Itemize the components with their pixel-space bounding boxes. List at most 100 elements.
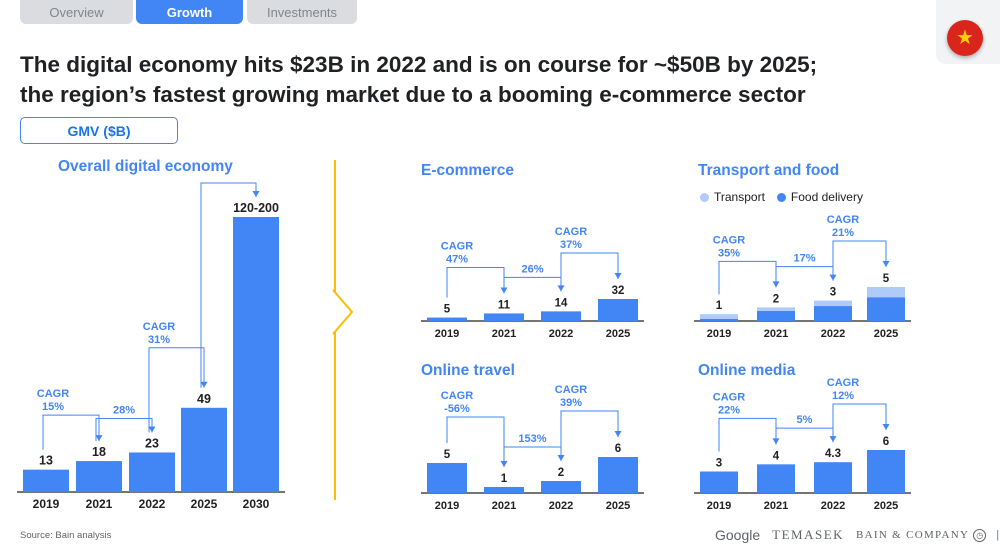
transport-tick-label: 2019 [707,328,731,340]
tab-overview[interactable]: Overview [20,0,133,24]
ecommerce-cagr-connector [560,252,619,292]
ecommerce-bar-2022 [541,311,581,321]
overall-cagr-arrow-icon [200,381,208,388]
overall-tick-label: 2021 [86,497,113,511]
flag-star: ★ [956,27,974,49]
travel-cagr-label: -56% [444,403,470,415]
overall-chart-title: Overall digital economy [58,158,233,175]
overall-cagr-connector [42,414,100,450]
transport-bar-food-2022 [814,306,852,321]
overall-cagr-connector [200,182,257,388]
media-cagr-label: CAGR [827,377,859,389]
page-title-line-1: The digital economy hits $23B in 2022 an… [20,52,818,77]
travel-value-label: 2 [558,467,564,479]
ecommerce-cagr-label: CAGR [441,240,473,252]
transport-cagr-label: 35% [718,247,740,259]
overall-cagr-label: CAGR [37,388,69,400]
media-bar-2021 [757,464,795,493]
travel-bar-2021 [484,487,524,493]
ecommerce-cagr-connector [446,266,505,298]
transport-cagr-connector [718,260,777,295]
ecommerce-tick-label: 2022 [549,328,573,340]
transport-bar-transport-2019 [700,314,738,319]
travel-cagr-label: CAGR [441,390,473,402]
transport-tick-label: 2022 [821,328,845,340]
footer-separator: | [996,529,1000,541]
transport-cagr-connector [832,240,887,281]
overall-tick-label: 2022 [139,497,166,511]
tab-investments[interactable]: Investments [247,0,357,24]
page-title-line-2: the region’s fastest growing market due … [20,82,806,107]
transport-cagr-label: 21% [832,227,854,239]
travel-cagr-arrow-icon [614,431,622,437]
overall-cagr-label: 28% [113,404,135,416]
media-value-label: 6 [883,436,889,448]
transport-value-label: 2 [773,293,779,305]
transport-food-chart-title: Transport and food [698,162,840,179]
media-value-label: 4 [773,450,780,462]
media-tick-label: 2021 [764,500,788,512]
legend-food-delivery: Food delivery [776,190,863,204]
legend-food-swatch [776,192,786,202]
travel-value-label: 5 [444,449,451,461]
media-bar-2025 [867,450,905,493]
travel-cagr-connector [560,410,619,461]
travel-cagr-connector [446,416,505,467]
travel-bar-2019 [427,463,467,493]
ecommerce-tick-label: 2025 [606,328,630,340]
bain-logo: BAIN & COMPANY [856,529,970,541]
media-tick-label: 2019 [707,500,731,512]
media-cagr-connector [775,427,834,445]
transport-bar-transport-2021 [757,307,795,311]
travel-cagr-label: 39% [560,397,582,409]
media-cagr-label: CAGR [713,391,745,403]
transport-tick-label: 2025 [874,328,898,340]
travel-value-label: 1 [501,473,508,485]
overall-cagr-arrow-icon [95,435,103,442]
transport-tick-label: 2021 [764,328,788,340]
ecommerce-value-label: 11 [498,299,511,311]
media-cagr-arrow-icon [882,424,890,430]
travel-bar-2025 [598,457,638,493]
legend-transport-swatch [700,192,709,202]
media-cagr-connector [832,403,887,443]
overall-cagr-arrow-icon [148,426,156,433]
temasek-logo: TEMASEK [772,527,845,542]
media-tick-label: 2022 [821,500,845,512]
transport-bar-transport-2025 [867,287,905,298]
overall-cagr-label: 31% [148,334,170,346]
transport-cagr-connector [775,266,834,288]
ecommerce-bar-2019 [427,317,467,321]
overall-cagr-connector [95,417,153,442]
transport-cagr-label: CAGR [827,214,859,226]
legend-food-label: Food delivery [790,190,863,204]
overall-bar-2022 [129,452,175,492]
legend-transport-label: Transport [714,190,765,204]
media-value-label: 4.3 [825,448,841,460]
online-travel-chart-title: Online travel [421,362,515,379]
ecommerce-tick-label: 2019 [435,328,459,340]
source-note: Source: Bain analysis [20,530,112,541]
google-logo: Google [715,527,761,543]
overall-bar-2025 [181,407,227,492]
media-cagr-connector [718,417,777,452]
media-value-label: 3 [716,458,722,470]
ecommerce-tick-label: 2021 [492,328,516,340]
travel-tick-label: 2022 [549,500,573,512]
travel-tick-label: 2025 [606,500,630,512]
ecommerce-cagr-label: 37% [560,239,582,251]
legend-transport: Transport [700,190,765,204]
ecommerce-cagr-label: 47% [446,253,468,265]
transport-bar-transport-2022 [814,300,852,307]
tab-growth[interactable]: Growth [136,0,243,24]
travel-value-label: 6 [615,443,621,455]
ecommerce-cagr-label: CAGR [555,226,587,238]
overall-value-label: 13 [39,454,53,468]
overall-value-label: 18 [92,445,106,459]
ecommerce-cagr-label: 26% [521,263,543,275]
travel-tick-label: 2021 [492,500,516,512]
travel-cagr-label: 153% [518,433,546,445]
ecommerce-chart-title: E-commerce [421,162,515,179]
overall-cagr-arrow-icon [252,191,260,197]
